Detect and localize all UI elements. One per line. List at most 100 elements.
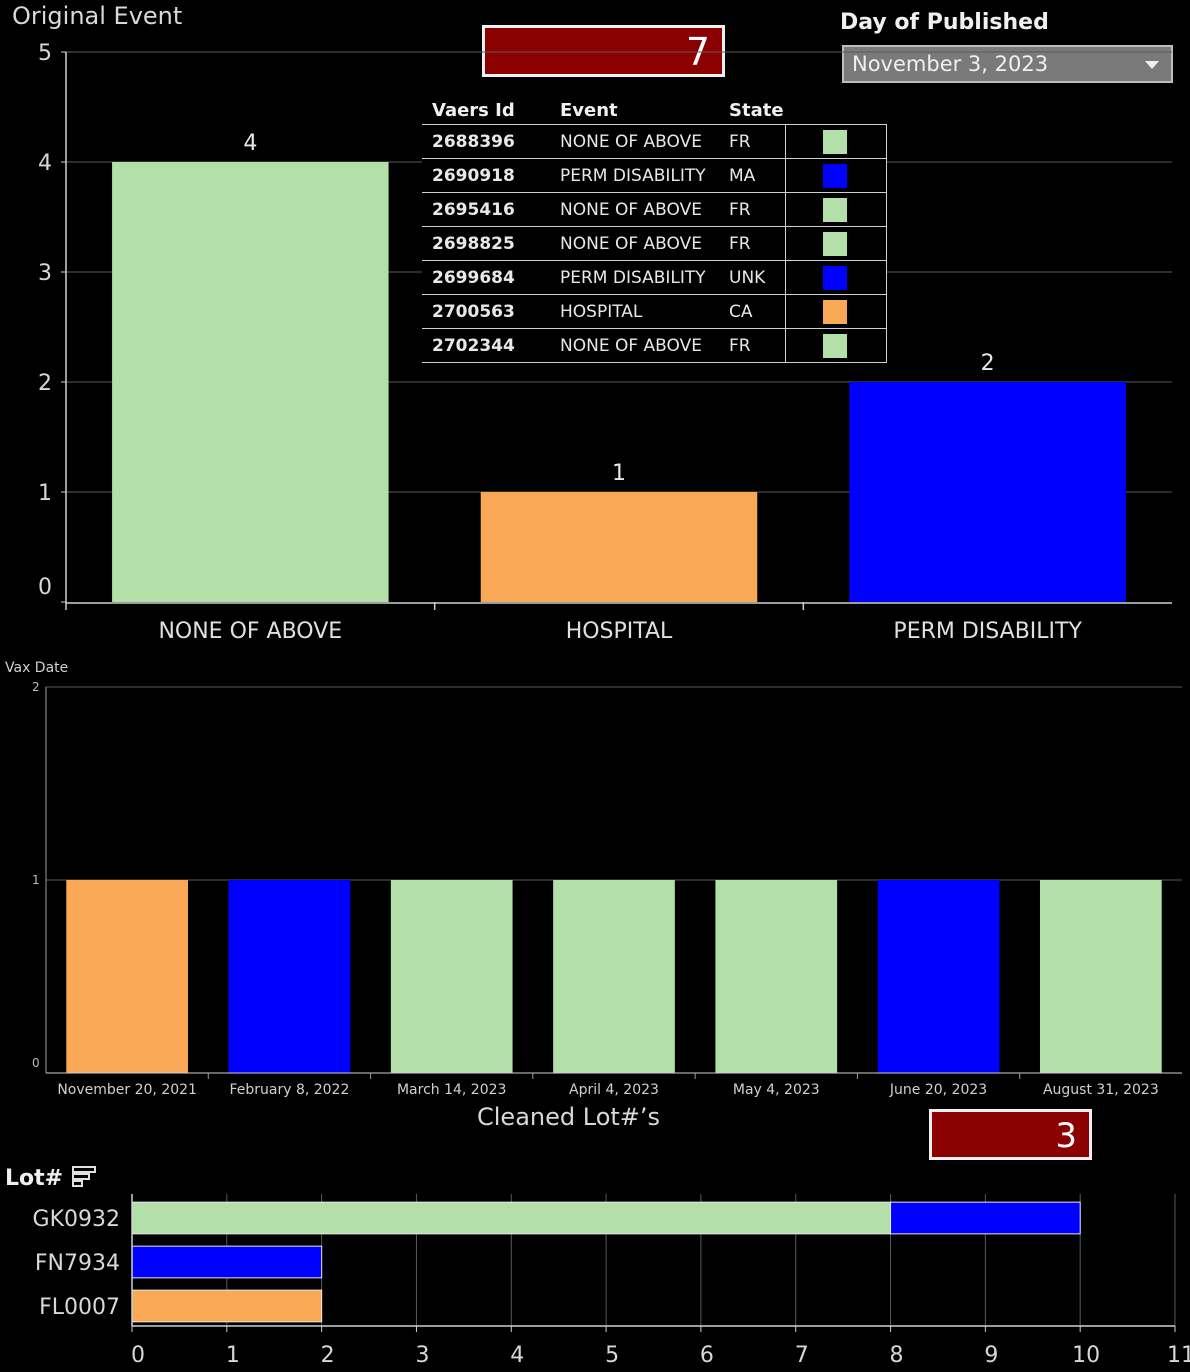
sort-icon[interactable]: [71, 1165, 97, 1189]
event-cell: NONE OF ABOVE: [550, 226, 719, 261]
lot-chart-title: Cleaned Lot#’s: [477, 1103, 661, 1131]
color-swatch: [823, 231, 847, 256]
swatch-cell: [785, 260, 887, 295]
bar-segment[interactable]: [131, 1245, 323, 1279]
x-tick-label: NONE OF ABOVE: [158, 619, 342, 644]
y-tick-label: 2: [32, 680, 40, 694]
state-cell: CA: [719, 294, 786, 329]
y-tick-label: 0: [38, 575, 52, 600]
x-tick-label: 6: [700, 1343, 714, 1368]
y-tick-label: GK0932: [33, 1207, 120, 1232]
col-header-vaers-id: Vaers Id: [432, 99, 515, 121]
swatch-cell: [785, 192, 887, 227]
x-tick-label: February 8, 2022: [229, 1082, 349, 1098]
bar-segment[interactable]: [890, 1201, 1081, 1235]
bar-segment[interactable]: [131, 1201, 892, 1235]
color-swatch: [823, 129, 847, 154]
vaers-id-cell: 2700563: [422, 294, 550, 329]
lot-header-label: Lot#: [5, 1166, 64, 1191]
day-of-published-dropdown[interactable]: November 3, 2023: [842, 45, 1173, 83]
bar[interactable]: [715, 880, 838, 1073]
bar[interactable]: [112, 162, 389, 602]
x-tick-label: 2: [321, 1343, 335, 1368]
table-row[interactable]: 2695416 NONE OF ABOVE FR: [422, 192, 887, 227]
x-tick-label: PERM DISABILITY: [893, 619, 1082, 644]
col-header-event: Event: [560, 99, 618, 121]
col-header-color: [786, 96, 887, 125]
bar[interactable]: [877, 880, 1000, 1073]
x-tick-label: 3: [415, 1343, 429, 1368]
x-tick-label: HOSPITAL: [566, 619, 673, 644]
event-cell: PERM DISABILITY: [550, 260, 719, 295]
vaers-id-cell: 2695416: [422, 192, 550, 227]
x-tick-label: August 31, 2023: [1043, 1082, 1159, 1098]
vaers-id-cell: 2698825: [422, 226, 550, 261]
color-swatch: [823, 299, 847, 324]
x-tick-label: June 20, 2023: [889, 1082, 987, 1098]
vaers-id-cell: 2702344: [422, 328, 550, 363]
lot-chart: 0 1 2 3 4 5 6 7 8 9 10 11 GK0932 FN7934 FL0007: [33, 1194, 1190, 1368]
event-cell: PERM DISABILITY: [550, 158, 719, 193]
y-tick-label: 1: [38, 481, 52, 506]
chevron-down-icon[interactable]: [1145, 61, 1159, 69]
x-tick-label: May 4, 2023: [733, 1082, 820, 1098]
swatch-cell: [785, 124, 887, 159]
x-tick-label: 9: [984, 1343, 998, 1368]
event-cell: HOSPITAL: [550, 294, 719, 329]
x-tick-label: 1: [226, 1343, 240, 1368]
bar[interactable]: [849, 382, 1126, 602]
bar[interactable]: [228, 880, 351, 1073]
data-label: 1: [612, 461, 626, 486]
x-tick-label: 8: [890, 1343, 904, 1368]
original-event-chart: 0 1 2 3 4 5 4 NONE OF ABOVE 1 HOSPITAL 2 PERM DISA…: [38, 41, 1172, 644]
swatch-cell: [785, 226, 887, 261]
lot-count-kpi: 3: [929, 1109, 1092, 1160]
table-row[interactable]: 2702344 NONE OF ABOVE FR: [422, 328, 887, 363]
x-tick-label: November 20, 2021: [57, 1082, 197, 1098]
x-tick-label: 10: [1072, 1343, 1100, 1368]
bar[interactable]: [480, 492, 758, 602]
event-detail-table: Vaers Id Event State 2688396 NONE OF ABOV…: [422, 96, 887, 363]
color-swatch: [823, 163, 847, 188]
event-cell: NONE OF ABOVE: [550, 192, 719, 227]
x-tick-label: 4: [510, 1343, 524, 1368]
state-cell: FR: [719, 226, 786, 261]
bar-segment[interactable]: [131, 1289, 323, 1323]
x-tick-label: 5: [605, 1343, 619, 1368]
state-cell: FR: [719, 192, 786, 227]
vax-date-axis-label: Vax Date: [5, 660, 68, 676]
swatch-cell: [785, 294, 887, 329]
x-tick-label: April 4, 2023: [569, 1082, 659, 1098]
x-tick-label: 0: [131, 1343, 145, 1368]
table-row[interactable]: 2698825 NONE OF ABOVE FR: [422, 226, 887, 261]
table-row[interactable]: 2690918 PERM DISABILITY MA: [422, 158, 887, 193]
swatch-cell: [785, 328, 887, 363]
state-cell: MA: [719, 158, 786, 193]
table-row[interactable]: 2699684 PERM DISABILITY UNK: [422, 260, 887, 295]
vaers-id-cell: 2699684: [422, 260, 550, 295]
color-swatch: [823, 333, 847, 358]
y-tick-label: 4: [38, 151, 52, 176]
state-cell: FR: [719, 328, 786, 363]
y-tick-label: FL0007: [39, 1295, 120, 1320]
filter-label: Day of Published: [840, 10, 1049, 35]
data-label: 2: [981, 351, 995, 376]
table-row[interactable]: 2700563 HOSPITAL CA: [422, 294, 887, 329]
event-cell: NONE OF ABOVE: [550, 124, 719, 159]
y-tick-label: 0: [32, 1056, 40, 1070]
bar[interactable]: [390, 880, 513, 1073]
bar[interactable]: [1040, 880, 1162, 1073]
y-tick-label: 1: [32, 873, 40, 887]
table-row[interactable]: 2688396 NONE OF ABOVE FR: [422, 124, 887, 159]
vaers-id-cell: 2690918: [422, 158, 550, 193]
bar[interactable]: [66, 880, 188, 1073]
state-cell: FR: [719, 124, 786, 159]
y-tick-label: 2: [38, 371, 52, 396]
x-tick-label: 7: [795, 1343, 809, 1368]
bar[interactable]: [553, 880, 675, 1073]
data-label: 4: [243, 131, 257, 156]
dropdown-value: November 3, 2023: [852, 52, 1049, 76]
vaers-id-cell: 2688396: [422, 124, 550, 159]
vax-date-chart: Vax Date 0 1 2 November 20, 2021 February 8,…: [5, 660, 1182, 1098]
col-header-state: State: [729, 99, 784, 121]
